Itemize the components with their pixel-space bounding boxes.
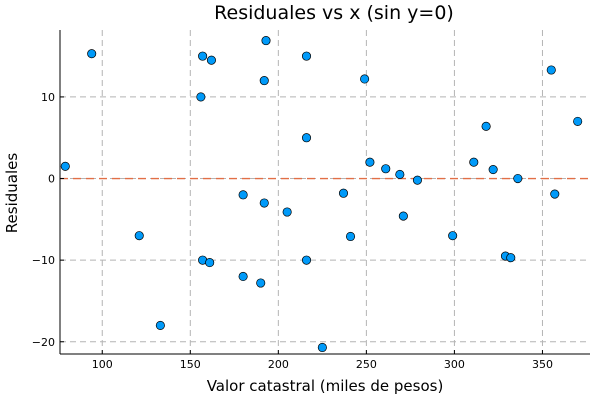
data-point	[506, 253, 516, 263]
x-tick-label: 200	[268, 358, 289, 371]
y-axis-label: Residuales	[3, 153, 21, 234]
data-point	[469, 157, 479, 167]
data-point	[338, 188, 349, 198]
data-point	[546, 65, 556, 75]
data-point	[395, 169, 405, 180]
data-point	[60, 161, 70, 171]
data-point	[256, 278, 266, 288]
data-point	[301, 255, 312, 265]
data-point	[301, 51, 312, 61]
data-point	[550, 189, 560, 199]
data-point	[87, 49, 97, 59]
data-point	[345, 231, 356, 242]
data-point	[360, 74, 370, 84]
data-points	[60, 36, 583, 353]
y-tick-label: −10	[32, 254, 55, 267]
data-point	[398, 211, 408, 221]
x-tick-label: 350	[532, 358, 553, 371]
data-point	[261, 36, 271, 46]
data-point	[155, 320, 165, 330]
data-point	[317, 342, 327, 353]
data-point	[206, 55, 216, 65]
x-tick-label: 250	[356, 358, 377, 371]
data-point	[513, 173, 523, 184]
data-point	[259, 76, 269, 86]
data-point	[365, 157, 375, 167]
grid-lines	[60, 30, 590, 354]
x-tick-label: 300	[444, 358, 465, 371]
x-tick-label: 150	[180, 358, 201, 371]
data-point	[412, 175, 422, 185]
data-point	[488, 165, 498, 175]
data-point	[481, 121, 491, 131]
data-point	[134, 231, 144, 241]
data-point	[381, 164, 391, 174]
chart-title: Residuales vs x (sin y=0)	[214, 2, 454, 24]
x-axis-label: Valor catastral (miles de pesos)	[207, 377, 444, 395]
axes: 100 150 200 250 300 350 −20 −10 0 10	[32, 30, 590, 371]
data-point	[205, 258, 215, 268]
y-tick-label: 0	[48, 173, 55, 186]
data-point	[573, 116, 583, 126]
x-tick-label: 100	[92, 358, 113, 371]
data-point	[448, 231, 458, 241]
data-point	[282, 207, 292, 217]
data-point	[196, 92, 206, 102]
data-point	[301, 133, 312, 143]
data-point	[238, 271, 248, 282]
y-tick-label: −20	[32, 336, 55, 349]
data-point	[238, 190, 248, 200]
data-point	[198, 51, 208, 61]
y-tick-label: 10	[41, 91, 55, 104]
data-point	[259, 198, 269, 208]
